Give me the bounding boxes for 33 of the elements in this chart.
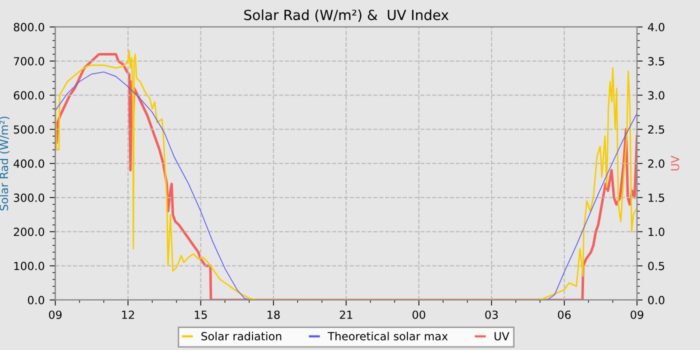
x-tick-label: 06 (558, 310, 571, 319)
y-tick-label: 800.0 (14, 22, 44, 32)
y2-tick-label: 3.0 (648, 91, 664, 100)
y-tick-label: 100.0 (14, 262, 44, 270)
y-tick-label: 600.0 (14, 91, 44, 100)
y2-axis-title: UV (670, 156, 680, 170)
y-tick-label: 500.0 (14, 125, 44, 134)
y-tick-label: 400.0 (14, 159, 44, 168)
x-tick-label: 09 (630, 310, 644, 319)
chart-title: Solar Rad (W/m²) & UV Index (244, 9, 449, 22)
y-tick-label: 300.0 (14, 194, 44, 202)
y2-tick-label: 1.0 (648, 228, 664, 236)
x-tick-label: 03 (485, 310, 498, 319)
x-tick-label: 12 (122, 310, 134, 319)
y-axis-title: Solar Rad (W/m²) (0, 116, 10, 210)
y2-tick-label: 0.5 (648, 262, 664, 270)
x-tick-label: 18 (268, 310, 280, 319)
x-tick-label: 00 (412, 310, 426, 319)
y-tick-label: 0.0 (28, 296, 44, 304)
y-tick-label: 700.0 (14, 57, 44, 66)
legend-label: Theoretical solar max (328, 332, 448, 340)
legend-label: UV (494, 332, 510, 340)
y2-tick-label: 0.0 (648, 296, 664, 304)
x-tick-label: 09 (48, 310, 62, 319)
y2-tick-label: 4.0 (648, 22, 664, 32)
y-tick-label: 200.0 (14, 228, 44, 236)
legend-label: Solar radiation (201, 332, 282, 340)
y2-tick-label: 2.0 (648, 159, 664, 168)
y2-tick-label: 2.5 (648, 125, 664, 134)
y2-tick-label: 3.5 (648, 57, 664, 66)
x-tick-label: 21 (340, 310, 352, 319)
y2-tick-label: 1.5 (648, 194, 664, 202)
x-tick-label: 15 (194, 310, 207, 319)
